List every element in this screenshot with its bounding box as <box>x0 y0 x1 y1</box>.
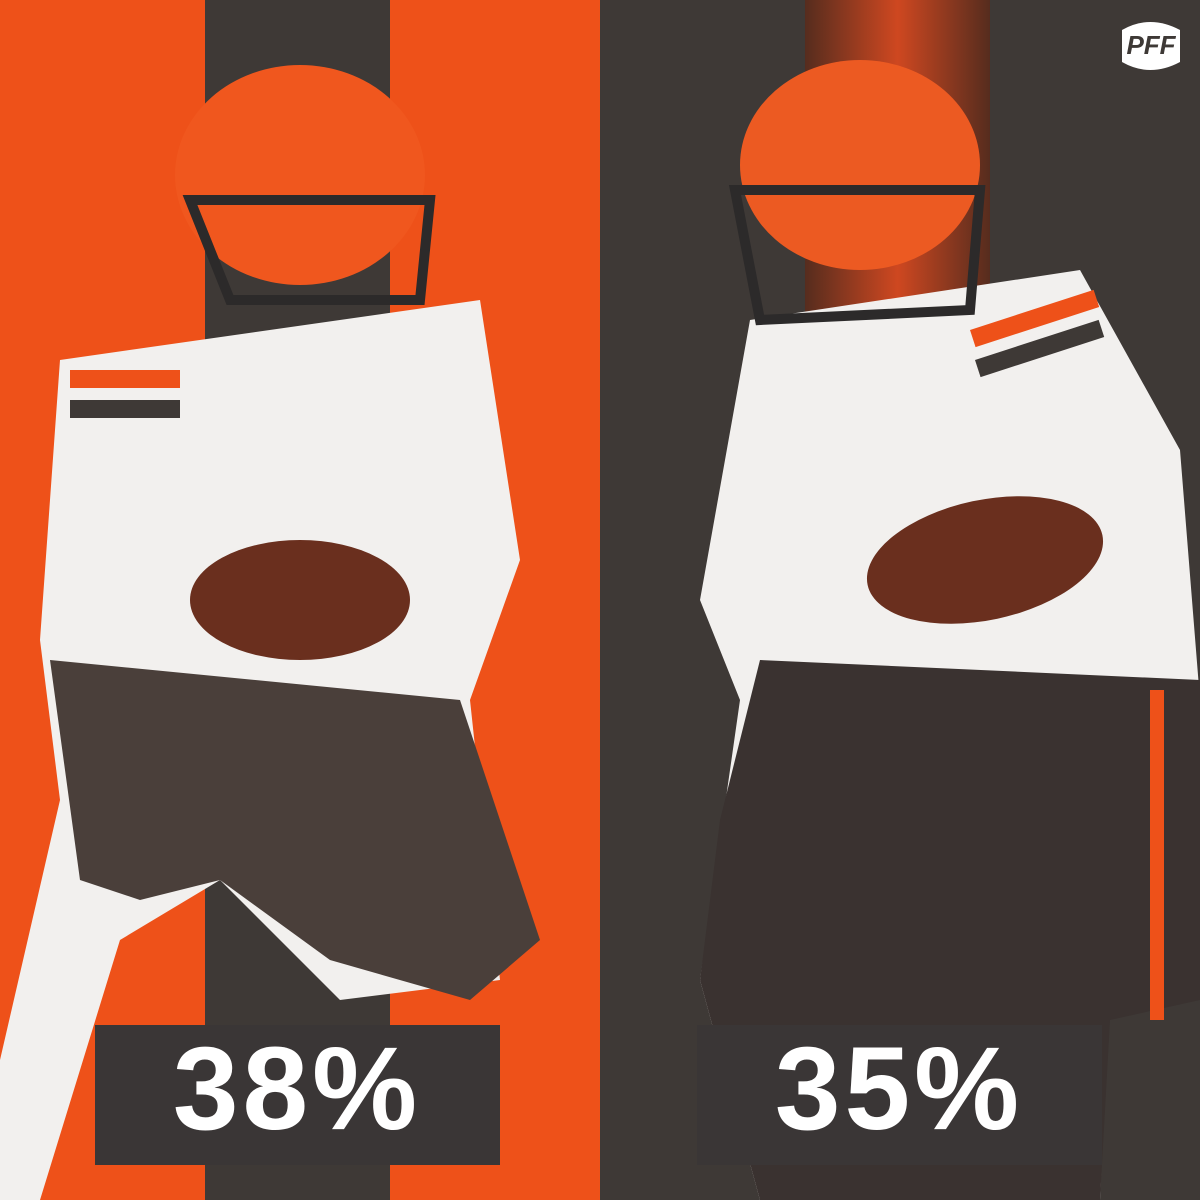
label-box <box>697 1025 1102 1165</box>
logo-badge <box>1122 22 1180 70</box>
percentage: 38% <box>173 1023 421 1155</box>
percentage: 35% <box>775 1023 1023 1155</box>
left-player <box>0 65 540 1200</box>
logo-text: PFF <box>1126 30 1176 60</box>
label-box <box>95 1025 500 1165</box>
right-player <box>700 60 1200 1200</box>
